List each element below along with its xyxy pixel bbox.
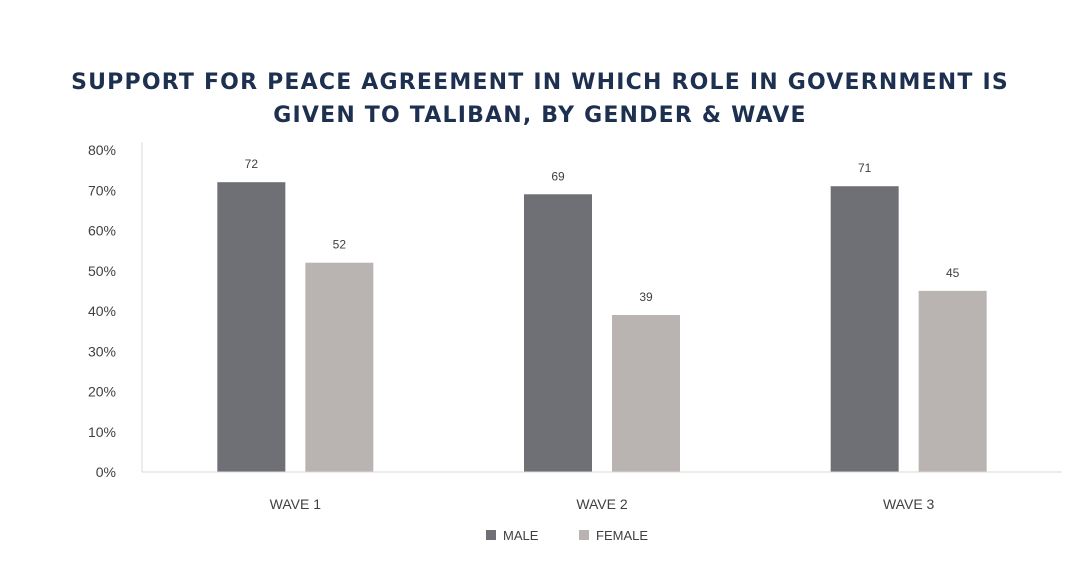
bar-female-1 [305,262,374,472]
legend-swatch-male [486,530,496,540]
bar-female-2 [612,315,680,472]
data-label: 72 [245,157,259,171]
y-tick-label: 10% [88,424,116,440]
y-tick-label: 60% [88,223,116,239]
x-category-label: WAVE 1 [270,496,322,512]
y-tick-label: 20% [88,384,116,400]
y-tick-label: 70% [88,182,116,198]
bar-male-3 [830,186,899,472]
data-label: 69 [551,169,565,183]
y-tick-label: 50% [88,263,116,279]
chart-title: SUPPORT FOR PEACE AGREEMENT IN WHICH ROL… [71,70,1009,128]
y-tick-label: 40% [88,303,116,319]
y-axis: 0% 10% 20% 30% 40% 50% 60% 70% 80% [88,142,143,480]
x-axis: WAVE 1 WAVE 2 WAVE 3 [142,471,1062,512]
bars: 72 52 69 39 71 45 [217,157,987,472]
y-tick-label: 30% [88,343,116,359]
legend-label: MALE [503,528,539,543]
legend-swatch-female [579,530,589,540]
bar-male-1 [217,182,286,472]
x-category-label: WAVE 3 [883,496,935,512]
data-label: 52 [333,238,347,252]
x-category-label: WAVE 2 [576,496,628,512]
bar-female-3 [918,290,987,472]
data-label: 71 [858,161,872,175]
bar-male-2 [524,194,592,472]
legend-label: FEMALE [596,528,648,543]
legend: MALE FEMALE [486,528,648,543]
data-label: 45 [946,266,960,280]
data-label: 39 [639,290,653,304]
y-tick-label: 80% [88,142,116,158]
y-tick-label: 0% [96,464,116,480]
